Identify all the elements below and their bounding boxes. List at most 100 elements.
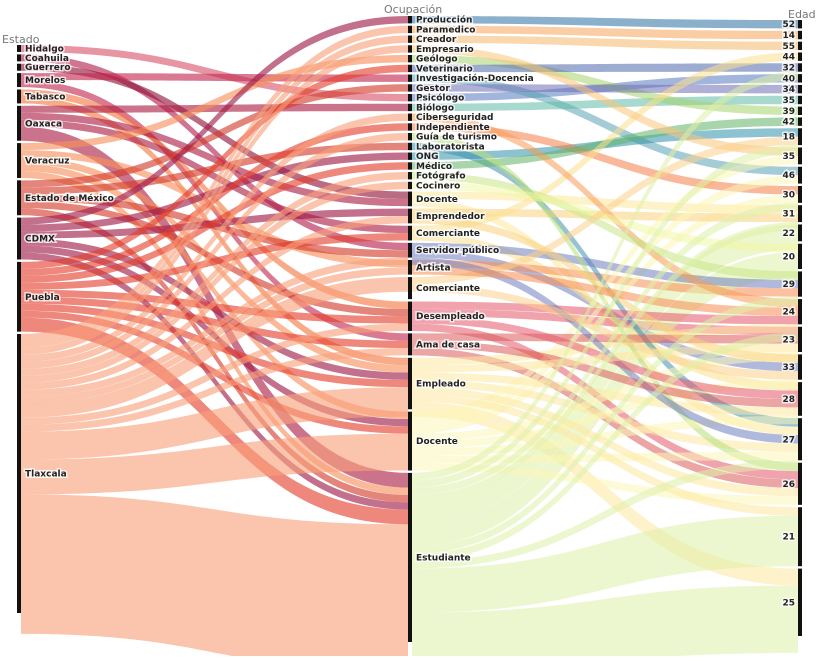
node-label-ocupación: Paramedico [416,25,475,35]
node-label-edad: 42 [782,118,795,128]
ribbon-ocupación-edad [412,379,798,449]
ribbon-estado-ocupación [21,233,408,290]
node-label-edad: 44 [782,53,795,63]
node-bar-estado [17,143,21,178]
node-bar-ocupación [408,172,412,180]
ribbon-estado-ocupación [21,112,408,207]
node-label-ocupación: Investigación-Docencia [416,73,534,84]
node-bar-edad [798,128,802,146]
ribbon-estado-ocupación [21,257,408,397]
ribbon-estado-ocupación [21,16,408,225]
node-bar-edad [798,418,802,461]
node-bar-estado [17,105,21,141]
ribbon-ocupación-edad [412,123,798,195]
ribbon-ocupación-edad [412,515,798,613]
node-label-edad: 28 [782,395,795,405]
node-label-ocupación: Ciberseguridad [416,113,493,123]
ribbon-ocupación-edad [412,387,798,497]
node-label-ocupación: Ama de casa [416,340,480,350]
node-bar-estado [17,63,21,71]
node-label-edad: 52 [782,20,795,30]
ribbons-layer [21,16,798,661]
node-label-ocupación: Independiente [416,123,490,133]
axis-title-ocupacion: Ocupación [384,3,442,16]
ribbon-estado-ocupación [21,181,408,383]
node-bar-ocupación [408,242,412,258]
node-bar-edad [798,52,802,61]
node-label-ocupación: Veterinario [416,64,473,74]
node-label-estado: Puebla [25,293,60,303]
ribbon-ocupación-edad [412,202,798,495]
node-bar-estado [17,217,21,260]
node-label-ocupación: Servidor público [416,246,499,256]
ribbon-estado-ocupación [21,494,408,661]
node-label-edad: 32 [782,64,795,74]
node-bar-ocupación [408,113,412,121]
node-bar-edad [798,243,802,270]
node-label-edad: 34 [782,85,795,95]
ribbon-estado-ocupación [21,103,408,113]
node-bar-edad [798,106,802,116]
node-bar-estado [17,261,21,332]
ribbon-ocupación-edad [412,172,798,280]
node-bar-edad [798,326,802,353]
node-label-edad: 26 [782,480,795,490]
ribbon-ocupación-edad [412,63,798,73]
node-bar-ocupación [408,191,412,207]
node-bar-edad [798,568,802,636]
node-bar-ocupación [408,45,412,53]
ribbon-ocupación-edad [412,401,798,586]
ribbon-estado-ocupación [21,25,408,342]
node-bar-ocupación [408,84,412,92]
node-bar-edad [798,462,802,505]
node-label-edad: 14 [782,31,795,41]
node-bar-edad [798,166,802,184]
node-label-ocupación: Cocinero [416,181,460,191]
axis-title-edad: Edad [788,8,816,21]
node-label-estado: Morelos [25,76,65,86]
node-bar-ocupación [408,142,412,151]
node-bar-edad [798,117,802,126]
node-label-ocupación: Creador [416,35,457,45]
ribbon-estado-ocupación [21,113,408,362]
node-label-ocupación: ONG [416,152,439,162]
ribbon-estado-ocupación [21,96,408,366]
ribbon-ocupación-edad [412,352,798,442]
node-bar-edad [798,185,802,203]
ribbon-ocupación-edad [412,25,798,40]
node-bar-ocupación [408,357,412,410]
node-label-ocupación: Psicólogo [416,93,464,104]
node-label-estado: Oaxaca [25,119,62,129]
node-bar-edad [798,74,802,83]
node-label-estado: Estado de México [25,193,114,204]
node-label-ocupación: Empresario [416,45,474,55]
ribbon-estado-ocupación [21,208,408,503]
axis-title-estado: Estado [2,33,40,46]
node-label-edad: 31 [782,210,795,220]
ribbon-ocupación-edad [412,296,798,554]
node-bar-ocupación [408,123,412,131]
ribbon-ocupación-edad [412,145,798,488]
node-bar-edad [798,354,802,380]
node-bar-ocupación [408,162,412,170]
ribbon-estado-ocupación [21,45,408,355]
node-label-edad: 27 [782,435,795,445]
ribbon-ocupación-edad [412,74,798,176]
ribbon-estado-ocupación [21,63,408,199]
ribbon-estado-ocupación [21,133,408,369]
node-bar-edad [798,205,802,223]
node-bar-estado [17,73,21,88]
ribbon-ocupación-edad [412,84,798,94]
ribbon-ocupación-edad [412,284,798,380]
node-label-ocupación: Médico [416,161,452,172]
node-bar-ocupación [408,277,412,300]
node-label-edad: 25 [782,598,795,608]
node-bar-ocupación [408,333,412,356]
node-bar-ocupación [408,301,412,331]
node-label-ocupación: Biólogo [416,102,454,113]
node-bar-ocupación [408,208,412,224]
ribbon-ocupación-edad [412,52,798,234]
